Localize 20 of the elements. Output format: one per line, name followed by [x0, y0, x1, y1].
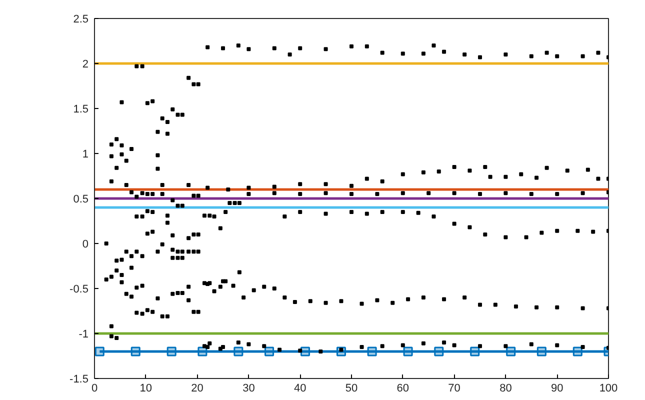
y-tick-label: -1.5	[70, 374, 89, 386]
y-tick-label: -0.5	[70, 284, 89, 296]
y-tick-label: 0.5	[73, 194, 89, 206]
x-tick-label: 20	[191, 382, 204, 394]
x-tick-label: 80	[500, 382, 512, 394]
x-tick-label: 60	[396, 382, 410, 394]
y-tick-label: 1.5	[73, 104, 89, 116]
x-tick-label: 40	[294, 382, 306, 394]
y-tick-label: 0	[82, 238, 89, 250]
x-tick-label: 100	[599, 382, 618, 394]
y-tick-label: 2	[82, 58, 89, 70]
x-tick-label: 10	[140, 382, 152, 394]
x-tick-label: 50	[345, 382, 358, 394]
x-tick-label: 30	[242, 382, 255, 394]
y-tick-label: 2.5	[73, 14, 89, 26]
y-tick-label: -1	[78, 328, 88, 340]
x-tick-label: 90	[550, 382, 564, 394]
y-tick-label: 1	[82, 148, 89, 160]
x-tick-label: 0	[91, 382, 98, 394]
x-tick-label: 70	[448, 382, 460, 394]
